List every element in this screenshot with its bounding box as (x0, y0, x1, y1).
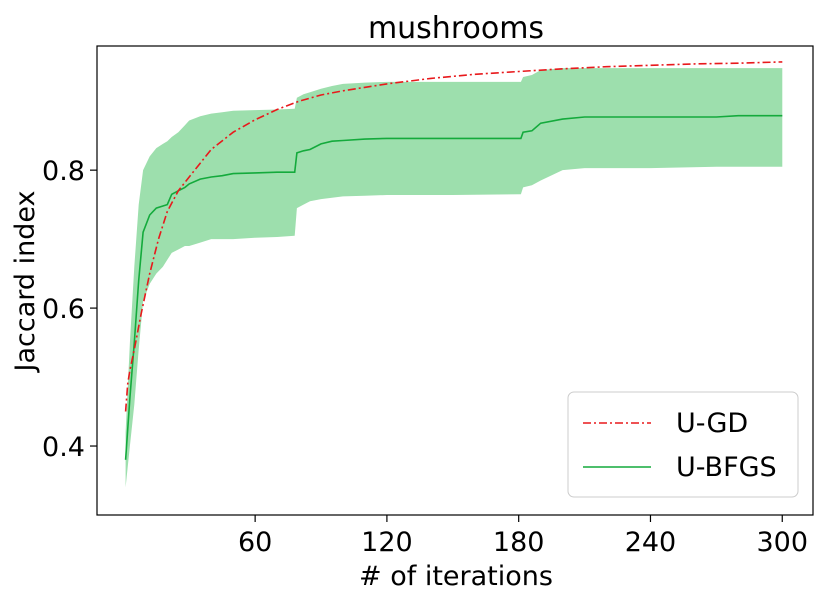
y-tick-label: 0.6 (42, 294, 85, 325)
chart-title: mushrooms (368, 11, 544, 46)
legend-frame (567, 391, 799, 498)
x-tick-label: 60 (238, 527, 272, 558)
y-tick-label: 0.8 (42, 156, 85, 187)
legend: U-GD U-BFGS (567, 391, 799, 498)
y-tick-label: 0.4 (42, 432, 85, 463)
y-axis-label: Jaccard index (10, 191, 41, 374)
plot-area (124, 61, 783, 488)
x-axis-label: # of iterations (359, 561, 553, 592)
axes-frame (96, 45, 814, 516)
u-gd-line (124, 61, 783, 412)
u-bfgs-line (124, 114, 783, 460)
legend-label-u-bfgs: U-BFGS (676, 452, 777, 483)
legend-label-u-gd: U-GD (676, 408, 748, 439)
x-tick-label: 300 (756, 527, 808, 558)
x-tick-label: 120 (361, 527, 413, 558)
x-tick-label: 240 (625, 527, 677, 558)
y-axis: 0.4 0.6 0.8 (42, 156, 97, 463)
x-axis: 60 120 180 240 300 (238, 515, 808, 558)
x-tick-label: 180 (493, 527, 545, 558)
